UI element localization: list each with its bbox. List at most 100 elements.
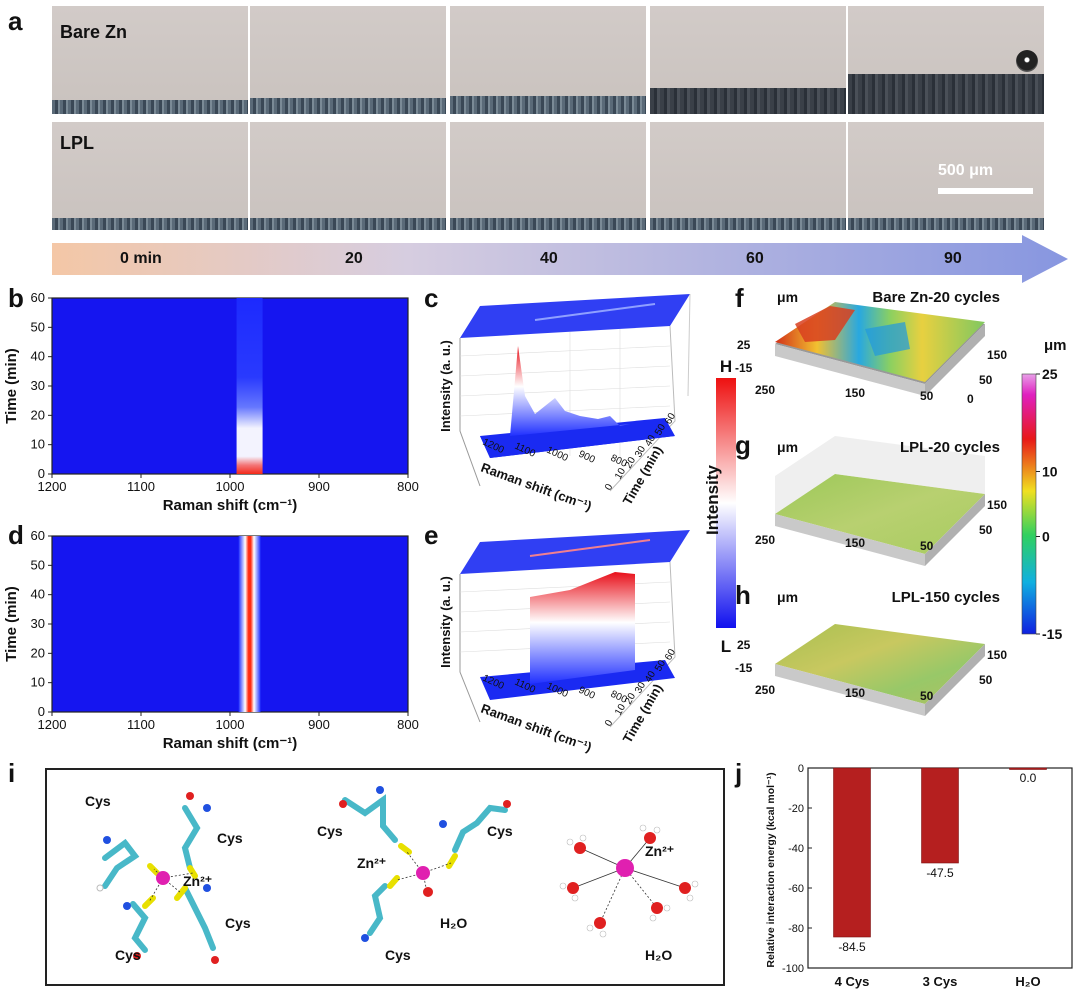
bar-chart-y-tick: 0	[798, 763, 804, 775]
bare-zn-image-2	[450, 6, 646, 114]
surface-y-tick: 50	[653, 422, 668, 438]
profilometry-y-tick: 50	[979, 673, 993, 687]
lpl-image-3	[650, 122, 846, 230]
row-label-lpl: LPL	[60, 133, 94, 153]
profilometry-x-tick: 50	[920, 539, 934, 553]
bar-value-label: -47.5	[926, 866, 954, 880]
colorbar-intensity-label: Intensity	[703, 465, 722, 535]
panel-label-b: b	[8, 283, 24, 313]
profilometry-z-tick: -15	[735, 361, 753, 375]
profilometry-y-tick: 150	[987, 498, 1007, 512]
panel-label-d: d	[8, 520, 24, 550]
bar-chart-y-tick: -60	[788, 883, 804, 895]
row-label-bare-zn: Bare Zn	[60, 22, 128, 42]
profilometry-f	[775, 302, 985, 396]
surface-y-tick: 10	[613, 702, 628, 718]
time-label-20: 20	[345, 250, 363, 267]
time-label-90: 90	[944, 250, 962, 267]
heatmap-y-tick: 60	[31, 290, 45, 305]
mol-right-label-zn: Zn²⁺	[645, 843, 674, 859]
panel-label-g: g	[735, 430, 751, 460]
heatmap-d-ylabel: Time (min)	[3, 586, 20, 662]
surface-y-tick: 30	[633, 680, 648, 696]
bare-zn-image-4	[848, 6, 1044, 114]
profilometry-x-tick: 50	[920, 689, 934, 703]
profilometry-y-tick: 50	[979, 523, 993, 537]
surface-y-tick: 40	[643, 669, 658, 685]
scale-bar	[938, 188, 1033, 194]
bar-chart-j: 0 -20 -40 -60 -80 -100 -84.5 4 Cys -47.5 3 Cys 0.0…	[765, 763, 1073, 989]
heatmap-d-xlabel: Raman shift (cm⁻¹)	[163, 735, 298, 752]
mol-mid-label-cys-2: Cys	[487, 823, 513, 839]
colorbar-low-label: L	[721, 637, 731, 656]
heatmap-x-tick: 800	[397, 717, 419, 732]
profilometry-x-tick: 250	[755, 383, 775, 397]
heatmap-b-xlabel: Raman shift (cm⁻¹)	[163, 497, 298, 514]
surface-e-xlabel: Raman shift (cm⁻¹)	[479, 701, 594, 755]
panel-label-f: f	[735, 283, 744, 313]
lpl-image-4	[848, 122, 1044, 230]
profilometry-y-tick: 50	[979, 373, 993, 387]
molecule-box	[45, 768, 725, 986]
profilometry-unit: μm	[777, 289, 798, 305]
surface-y-tick: 50	[653, 658, 668, 674]
bar-chart-y-tick: -20	[788, 803, 804, 815]
colorbar-high-label: H	[720, 357, 732, 376]
time-label-40: 40	[540, 250, 558, 267]
heatmap-y-tick: 20	[31, 645, 45, 660]
bar-2	[1009, 767, 1047, 770]
heatmap-b-ylabel: Time (min)	[3, 348, 20, 424]
heatmap-b-plot	[51, 297, 409, 475]
time-arrow	[52, 235, 1068, 283]
height-colorbar-tick: 25	[1042, 366, 1058, 382]
height-colorbar-tick: -15	[1042, 626, 1062, 642]
molecule-4cys	[96, 792, 219, 964]
panel-label-c: c	[424, 283, 439, 313]
bar-0	[833, 767, 871, 938]
bar-value-label: -84.5	[838, 940, 866, 954]
profilometry-z-tick: 25	[737, 638, 751, 652]
gas-bubble	[1016, 50, 1038, 72]
molecule-3cys	[339, 786, 511, 942]
profilometry-x-tick: 150	[845, 536, 865, 550]
surface-y-tick: 60	[663, 647, 678, 663]
mol-mid-label-zn: Zn²⁺	[357, 855, 386, 871]
heatmap-x-tick: 1200	[38, 479, 67, 494]
surface-y-tick: 20	[623, 691, 638, 707]
profilometry-x-tick: 150	[845, 386, 865, 400]
heatmap-y-tick: 0	[38, 704, 45, 719]
profilometry-z-tick: -15	[735, 661, 753, 675]
heatmap-y-tick: 10	[31, 437, 45, 452]
intensity-colorbar: H L Intensity	[703, 357, 736, 656]
mol-left-label-zn: Zn²⁺	[183, 873, 212, 889]
surface-y-tick: 30	[633, 444, 648, 460]
bar-1	[921, 767, 959, 864]
surface-c: Intensity (a. u.) Raman shift (cm⁻¹) Tim…	[438, 293, 691, 514]
heatmap-x-tick: 1200	[38, 717, 67, 732]
scale-bar-label: 500 μm	[938, 162, 994, 179]
heatmap-x-tick: 800	[397, 479, 419, 494]
heatmap-x-tick: 1100	[127, 717, 155, 732]
surface-y-tick: 20	[623, 455, 638, 471]
surface-e-zlabel: Intensity (a. u.)	[438, 576, 453, 668]
mol-mid-label-cys-3: Cys	[385, 947, 411, 963]
bar-category-label: H₂O	[1015, 974, 1040, 989]
bar-chart-y-tick: -80	[788, 923, 804, 935]
profilometry-x-tick: 150	[845, 686, 865, 700]
profilometry-z-tick: 25	[737, 338, 751, 352]
surface-y-tick: 0	[603, 482, 616, 493]
heatmap-x-tick: 900	[308, 717, 330, 732]
profilometry-y-tick: 150	[987, 348, 1007, 362]
bare-zn-image-0	[52, 6, 248, 114]
panel-label-h: h	[735, 580, 751, 610]
bare-zn-image-1	[250, 6, 446, 114]
bar-chart-ylabel: Relative interaction energy (kcal mol⁻¹)	[765, 772, 777, 967]
heatmap-y-tick: 40	[31, 349, 45, 364]
profilometry-unit: μm	[777, 439, 798, 455]
mol-mid-label-h2o: H₂O	[440, 915, 467, 931]
profilometry-x-tick: 250	[755, 533, 775, 547]
surface-e: Intensity (a. u.) Raman shift (cm⁻¹) Tim…	[438, 530, 690, 755]
profilometry-title: LPL-150 cycles	[892, 589, 1000, 606]
profilometry-title: LPL-20 cycles	[900, 439, 1000, 456]
